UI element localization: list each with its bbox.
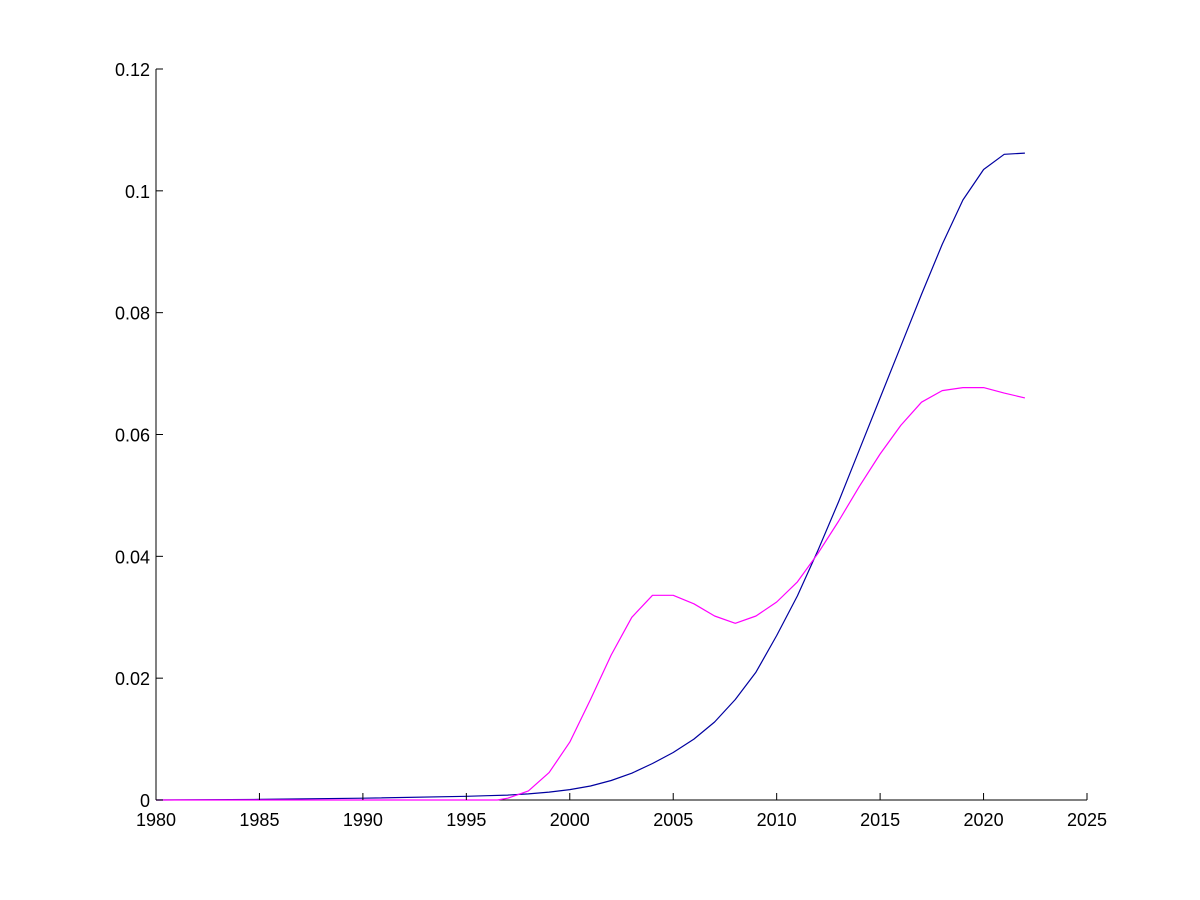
y-tick-label: 0.1 (125, 182, 150, 202)
ticks-layer: 1980 1985 1990 1995 2000 2005 2010 2015 2020 2025… (115, 60, 1107, 830)
x-tick-label: 1995 (446, 810, 486, 830)
series-layer (155, 152, 1026, 801)
series-line-1 (155, 152, 1025, 801)
y-tick-label: 0.02 (115, 669, 150, 689)
y-tick-label: 0.06 (115, 426, 150, 446)
x-tick-label: 1985 (239, 810, 279, 830)
y-tick-label: 0 (140, 791, 150, 811)
x-tick-label: 2010 (757, 810, 797, 830)
axes (155, 69, 1087, 801)
y-tick-label: 0.12 (115, 60, 150, 80)
y-tick-label: 0.04 (115, 547, 150, 567)
x-tick-label: 2000 (550, 810, 590, 830)
x-tick-label: 1990 (343, 810, 383, 830)
x-tick-label: 2005 (653, 810, 693, 830)
x-tick-label: 2015 (860, 810, 900, 830)
x-tick-label: 1980 (136, 810, 176, 830)
y-tick-label: 0.08 (115, 304, 150, 324)
x-tick-label: 2025 (1067, 810, 1107, 830)
series-line-2 (156, 387, 1026, 801)
x-tick-label: 2020 (964, 810, 1004, 830)
